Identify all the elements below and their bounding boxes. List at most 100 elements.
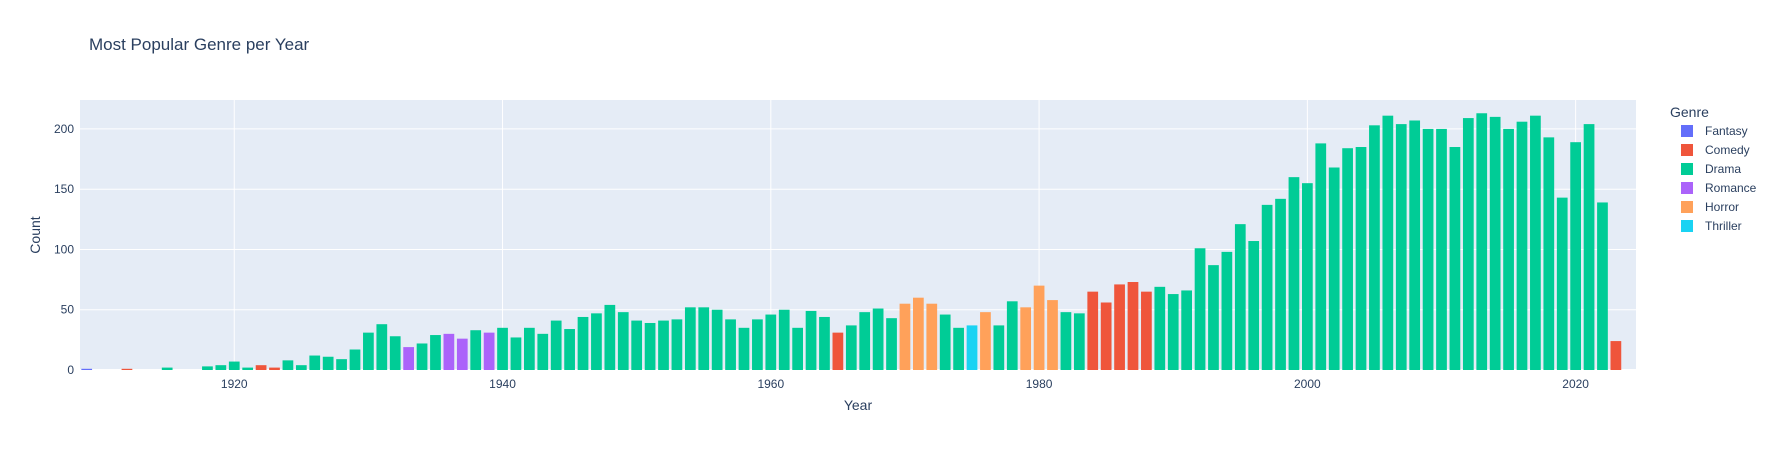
bar-2013[interactable]: [1476, 113, 1488, 371]
bar-1915[interactable]: [161, 367, 173, 370]
legend-swatch-drama[interactable]: [1681, 163, 1693, 175]
bar-1977[interactable]: [993, 325, 1005, 370]
bar-1912[interactable]: [121, 368, 133, 370]
bar-1975[interactable]: [966, 325, 978, 370]
bar-1954[interactable]: [684, 307, 696, 370]
bar-1973[interactable]: [939, 314, 951, 370]
bar-1997[interactable]: [1261, 204, 1273, 370]
bar-1995[interactable]: [1234, 224, 1246, 370]
bar-1934[interactable]: [416, 343, 428, 370]
legend-swatch-thriller[interactable]: [1681, 220, 1693, 232]
bar-1971[interactable]: [912, 297, 924, 370]
bar-2014[interactable]: [1489, 116, 1501, 370]
bar-2010[interactable]: [1436, 128, 1447, 370]
bar-1965[interactable]: [832, 332, 844, 370]
bar-1998[interactable]: [1275, 198, 1286, 370]
bar-2004[interactable]: [1355, 147, 1367, 370]
bar-1999[interactable]: [1288, 177, 1300, 370]
bar-1948[interactable]: [604, 304, 616, 370]
bar-1976[interactable]: [980, 312, 991, 370]
bar-2006[interactable]: [1382, 115, 1394, 370]
bar-1961[interactable]: [778, 309, 790, 370]
bar-1978[interactable]: [1006, 301, 1018, 370]
bar-2012[interactable]: [1462, 118, 1474, 371]
bar-2009[interactable]: [1422, 128, 1434, 370]
bar-2002[interactable]: [1328, 167, 1340, 371]
bar-1932[interactable]: [389, 336, 401, 370]
bar-1991[interactable]: [1181, 290, 1193, 370]
bar-1922[interactable]: [255, 365, 267, 370]
bar-1980[interactable]: [1033, 285, 1045, 370]
bar-1946[interactable]: [577, 316, 589, 370]
bar-1943[interactable]: [537, 333, 549, 370]
legend-label-comedy[interactable]: Comedy: [1705, 143, 1750, 157]
legend-label-horror[interactable]: Horror: [1705, 200, 1739, 214]
bar-1909[interactable]: [81, 368, 93, 370]
bar-1986[interactable]: [1114, 284, 1125, 370]
bar-1936[interactable]: [443, 333, 455, 370]
bar-1993[interactable]: [1208, 265, 1219, 370]
bar-2007[interactable]: [1395, 124, 1407, 370]
legend-label-romance[interactable]: Romance: [1705, 181, 1757, 195]
bar-1949[interactable]: [617, 312, 629, 370]
bar-1974[interactable]: [953, 327, 964, 370]
bar-1924[interactable]: [282, 360, 294, 370]
bar-1928[interactable]: [336, 359, 347, 370]
bar-1956[interactable]: [711, 309, 723, 370]
bar-2019[interactable]: [1556, 197, 1568, 370]
bar-2001[interactable]: [1315, 143, 1327, 370]
bar-1996[interactable]: [1248, 241, 1260, 370]
bar-2018[interactable]: [1543, 137, 1555, 370]
bar-1990[interactable]: [1167, 294, 1179, 370]
bar-2003[interactable]: [1342, 148, 1353, 370]
bar-1931[interactable]: [376, 324, 388, 370]
bar-1945[interactable]: [564, 329, 575, 370]
bar-1982[interactable]: [1060, 312, 1072, 370]
bar-1963[interactable]: [805, 310, 817, 370]
bar-1989[interactable]: [1154, 286, 1166, 370]
bar-1972[interactable]: [926, 303, 938, 370]
bar-1935[interactable]: [430, 335, 441, 370]
legend-swatch-comedy[interactable]: [1681, 144, 1693, 156]
bar-1992[interactable]: [1194, 248, 1206, 370]
bar-1970[interactable]: [899, 303, 911, 370]
bar-1984[interactable]: [1087, 291, 1099, 370]
bar-1921[interactable]: [242, 367, 254, 370]
bar-1951[interactable]: [644, 322, 656, 370]
bar-1939[interactable]: [483, 332, 495, 370]
bar-1983[interactable]: [1073, 313, 1085, 370]
legend-swatch-romance[interactable]: [1681, 182, 1693, 194]
bar-2023[interactable]: [1610, 341, 1622, 370]
bar-2011[interactable]: [1449, 147, 1461, 370]
bar-1960[interactable]: [765, 314, 777, 370]
bar-1964[interactable]: [819, 316, 830, 370]
legend-label-fantasy[interactable]: Fantasy: [1705, 124, 1748, 138]
bar-1966[interactable]: [845, 325, 857, 370]
bar-1920[interactable]: [228, 361, 240, 370]
bar-1968[interactable]: [872, 308, 884, 370]
bar-1979[interactable]: [1020, 307, 1032, 370]
bar-1985[interactable]: [1100, 302, 1112, 371]
bar-2021[interactable]: [1583, 124, 1595, 370]
bar-2015[interactable]: [1503, 128, 1514, 370]
bar-1952[interactable]: [658, 320, 669, 370]
bar-1941[interactable]: [510, 337, 522, 370]
bar-2005[interactable]: [1369, 125, 1380, 370]
legend-label-drama[interactable]: Drama: [1705, 162, 1741, 176]
bar-1958[interactable]: [738, 327, 750, 370]
bar-1950[interactable]: [631, 320, 643, 370]
bar-1988[interactable]: [1141, 291, 1152, 370]
bar-1940[interactable]: [497, 327, 508, 370]
bar-1955[interactable]: [698, 307, 710, 370]
legend-label-thriller[interactable]: Thriller: [1705, 219, 1742, 233]
bar-1927[interactable]: [322, 356, 334, 370]
bar-1930[interactable]: [363, 332, 374, 370]
bar-1919[interactable]: [215, 365, 227, 370]
bar-2016[interactable]: [1516, 121, 1528, 370]
bar-1944[interactable]: [550, 320, 562, 370]
bar-1967[interactable]: [859, 312, 871, 370]
bar-1937[interactable]: [456, 338, 468, 370]
bar-1994[interactable]: [1221, 251, 1233, 370]
bar-1947[interactable]: [591, 313, 602, 370]
bar-1969[interactable]: [886, 318, 897, 370]
